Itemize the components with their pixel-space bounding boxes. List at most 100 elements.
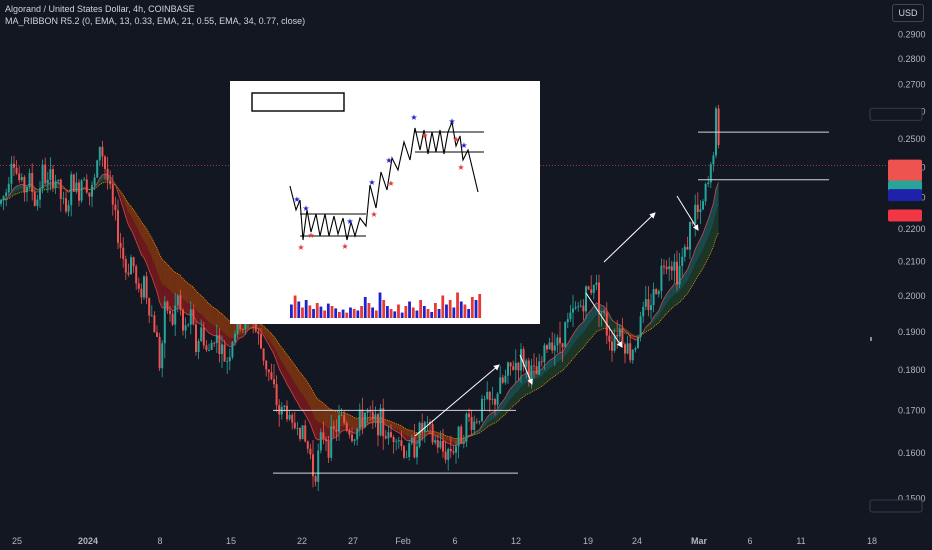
volume-bar	[445, 304, 448, 318]
ribbon-fill-slow	[437, 432, 441, 437]
candle-body	[85, 179, 88, 193]
ribbon-fill-slow	[209, 303, 212, 325]
ribbon-fill-slow	[609, 318, 612, 331]
candle-body	[228, 357, 231, 362]
candle-body	[673, 261, 676, 271]
candle-body	[348, 430, 351, 435]
ribbon-fill-fast	[549, 358, 553, 369]
ribbon-fill-fast	[16, 185, 20, 191]
candle-body	[624, 344, 626, 354]
candle-body	[670, 266, 673, 271]
candle-body	[49, 169, 52, 180]
candle-body	[18, 173, 21, 181]
ribbon-fill-fast	[510, 385, 514, 399]
candle-body	[374, 414, 377, 420]
candle-body	[208, 350, 210, 351]
volume-bar	[315, 303, 319, 318]
volume-bar	[290, 304, 293, 318]
candle-body	[78, 182, 80, 201]
wyckoff-star: ★	[346, 217, 353, 226]
candle-body	[41, 164, 44, 189]
ribbon-fill-slow	[159, 254, 163, 285]
volume-bar	[426, 309, 430, 318]
candle-body	[442, 440, 444, 452]
candle-body	[452, 451, 455, 453]
ribbon-fill-slow	[596, 314, 599, 332]
candle-body	[327, 441, 330, 458]
ribbon-fill-slow	[479, 429, 482, 434]
ribbon-fill-fast	[476, 429, 480, 434]
ribbon-fill-slow	[328, 408, 332, 429]
ribbon-fill-fast	[557, 352, 560, 363]
candle-body	[712, 155, 715, 165]
ribbon-fill-slow	[266, 328, 269, 340]
indicator-legend[interactable]: MA_RIBBON R5.2 (0, EMA, 13, 0.33, EMA, 2…	[5, 16, 306, 26]
ribbon-fill-slow	[136, 213, 139, 232]
ribbon-fill-fast	[141, 237, 144, 258]
candle-body	[366, 410, 369, 413]
candle-body	[356, 428, 359, 440]
ribbon-fill-slow	[482, 426, 485, 432]
candle-body	[507, 362, 509, 376]
ribbon-fill-fast	[128, 212, 131, 230]
candle-body	[200, 327, 203, 342]
ribbon-fill-slow	[263, 326, 267, 337]
candle-body	[501, 377, 504, 383]
x-tick-label: 27	[348, 536, 358, 546]
candle-body	[98, 146, 101, 161]
ribbon-fill-slow	[599, 314, 602, 331]
ribbon-fill-fast	[404, 433, 407, 441]
ribbon-fill-slow	[128, 203, 131, 217]
candle-body	[317, 450, 320, 482]
ribbon-fill-slow	[489, 419, 493, 426]
candle-body	[187, 324, 190, 326]
currency-button[interactable]: USD	[892, 4, 924, 22]
candle-body	[644, 299, 647, 307]
candle-body	[634, 348, 637, 350]
x-tick-label: Feb	[395, 536, 411, 546]
candle-body	[665, 266, 668, 270]
candle-body	[270, 372, 273, 380]
ribbon-fill-slow	[502, 406, 506, 417]
candle-body	[345, 423, 348, 431]
ribbon-fill-slow	[144, 225, 147, 246]
candle-body	[226, 361, 229, 362]
ribbon-fill-fast	[287, 370, 290, 389]
ribbon-fill-slow	[97, 181, 100, 187]
ribbon-fill-slow	[549, 366, 553, 380]
candle-body	[36, 199, 39, 206]
candle-body	[694, 204, 697, 224]
ribbon-fill-slow	[196, 290, 199, 313]
candle-body	[265, 360, 268, 370]
candle-body	[161, 343, 164, 369]
candle-body	[704, 184, 707, 202]
volume-bar	[356, 310, 360, 318]
volume-bar	[474, 300, 478, 318]
ribbon-fill-slow	[521, 385, 524, 399]
ribbon-fill-slow	[593, 315, 597, 335]
ribbon-fill-fast	[198, 312, 202, 325]
ribbon-fill-slow	[588, 321, 592, 341]
candle-body	[533, 365, 535, 367]
volume-bar	[441, 295, 445, 318]
candle-body	[650, 305, 652, 310]
volume-bar	[404, 306, 408, 318]
ribbon-fill-fast	[552, 356, 555, 367]
ribbon-fill-fast	[209, 322, 212, 335]
ribbon-fill-slow	[708, 230, 711, 259]
volume-bar	[437, 309, 441, 318]
ribbon-fill-slow	[656, 316, 659, 325]
ribbon-fill-slow	[224, 316, 228, 336]
candle-body	[20, 176, 23, 181]
candle-body	[395, 441, 398, 443]
y-tick-label: 0.1600	[898, 448, 926, 458]
candle-body	[158, 336, 161, 369]
ribbon-fill-fast	[578, 323, 581, 339]
ribbon-fill-fast	[196, 309, 199, 324]
candle-body	[132, 257, 135, 267]
ribbon-fill-slow	[484, 423, 488, 430]
candle-body	[603, 311, 606, 313]
candle-body	[527, 360, 530, 378]
